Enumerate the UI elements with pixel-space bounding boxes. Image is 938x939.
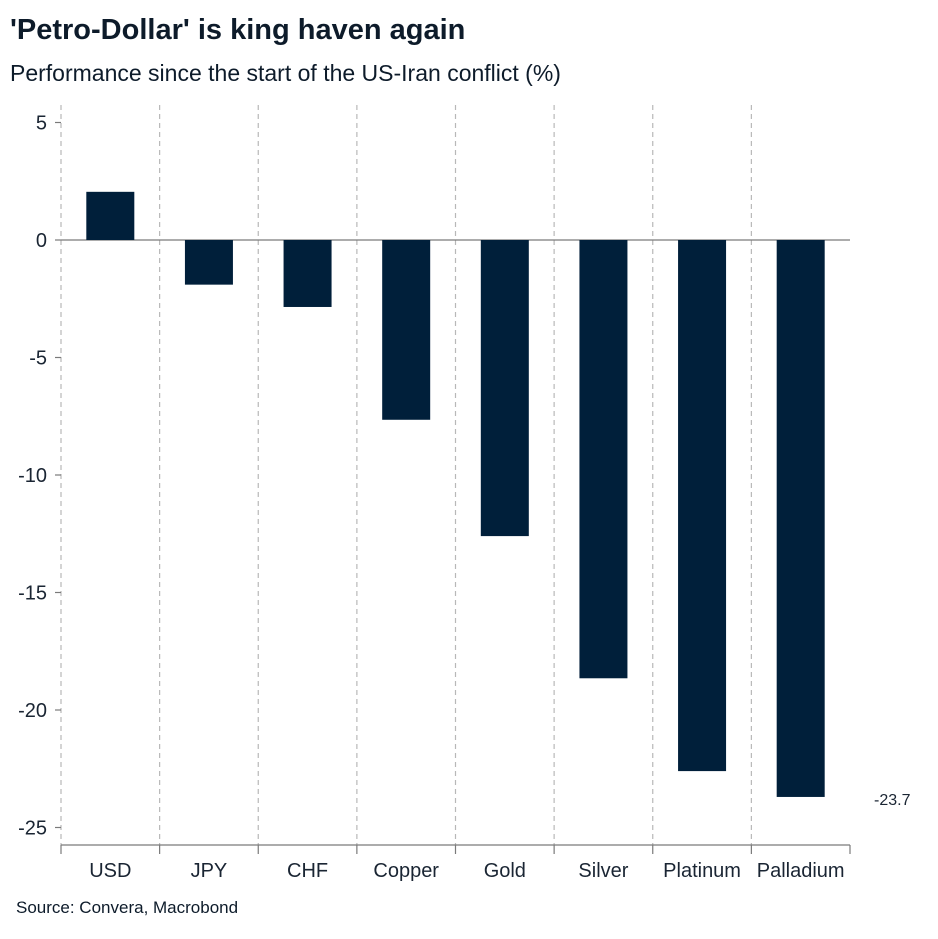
bar-silver bbox=[579, 240, 628, 679]
chart-subtitle: Performance since the start of the US-Ir… bbox=[10, 60, 561, 86]
grid-layer bbox=[60, 105, 752, 845]
y-tick-label: 5 bbox=[36, 113, 47, 135]
bar-palladium bbox=[776, 240, 825, 797]
x-category-label: USD bbox=[89, 860, 131, 882]
chart-title: 'Petro-Dollar' is king haven again bbox=[10, 14, 466, 46]
bar-platinum bbox=[678, 240, 727, 772]
x-category-label: Copper bbox=[373, 860, 439, 882]
bar-copper bbox=[382, 240, 431, 420]
bar-usd bbox=[86, 191, 135, 240]
label-layer: USD JPY CHF Copper Gold Silver Platinum Palladi… bbox=[89, 792, 910, 882]
x-category-label: JPY bbox=[191, 860, 228, 882]
x-category-label: Palladium bbox=[757, 860, 845, 882]
bar-layer bbox=[86, 191, 825, 797]
y-tick-label: -15 bbox=[18, 583, 47, 605]
y-tick-label: -25 bbox=[18, 818, 47, 840]
x-category-label: Gold bbox=[484, 860, 526, 882]
x-category-label: Platinum bbox=[663, 860, 741, 882]
source-note: Source: Convera, Macrobond bbox=[16, 898, 239, 917]
bar-gold bbox=[480, 240, 529, 537]
x-category-label: CHF bbox=[287, 860, 328, 882]
y-tick-label: -20 bbox=[18, 700, 47, 722]
y-tick-label: 0 bbox=[36, 230, 47, 252]
axis-layer: 5 0 -5 -10 -15 -20 -25 bbox=[18, 113, 851, 854]
y-tick-label: -5 bbox=[29, 348, 47, 370]
bar-chart: 5 0 -5 -10 -15 -20 -25 USD JPY CHF Copper Gold Silv… bbox=[18, 105, 911, 882]
bar-chf bbox=[283, 240, 332, 307]
bar-jpy bbox=[184, 240, 233, 285]
y-tick-label: -10 bbox=[18, 465, 47, 487]
data-label-palladium: -23.7 bbox=[874, 792, 911, 809]
x-category-label: Silver bbox=[578, 860, 628, 882]
